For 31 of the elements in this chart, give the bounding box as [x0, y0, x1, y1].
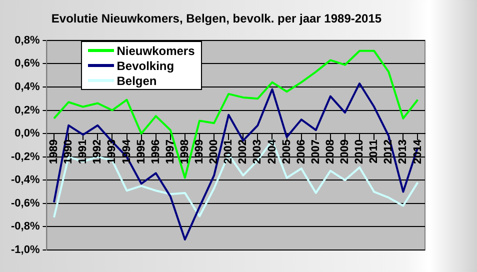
- x-tick-label: 1995: [135, 140, 148, 164]
- x-tick-label: 2008: [324, 140, 336, 164]
- y-tick-label: 0,6%: [14, 58, 40, 70]
- x-tick-label: 2003: [252, 140, 264, 164]
- legend-label: Nieuwkomers: [116, 44, 195, 58]
- y-tick-label: -0,8%: [10, 220, 40, 233]
- x-tick-label: 1994: [120, 138, 133, 164]
- y-tick-label: -1,0%: [10, 244, 40, 256]
- legend-label: Bevolking: [116, 58, 174, 73]
- y-tick-label: 0,2%: [14, 104, 40, 116]
- chart-title: Evolutie Nieuwkomers, Belgen, bevolk. per jaar 1989-2015: [51, 12, 382, 26]
- x-tick-label: 1999: [194, 140, 206, 164]
- x-tick-label: 1992: [92, 140, 104, 164]
- y-tick-label: 0,0%: [14, 128, 40, 140]
- x-tick-label: 1998: [178, 140, 191, 164]
- x-tick-label: 1990: [62, 140, 75, 164]
- y-tick-label: 0,4%: [14, 81, 40, 94]
- x-tick-label: 2011: [368, 140, 380, 164]
- x-tick-label: 1989: [48, 140, 60, 164]
- y-tick-label: -0,6%: [10, 197, 40, 210]
- x-tick-label: 2014: [412, 138, 424, 164]
- y-tick-label: -0,4%: [10, 174, 40, 186]
- y-tick-label: 0,8%: [14, 34, 40, 46]
- x-tick-label: 1993: [106, 140, 118, 164]
- x-tick-label: 1991: [77, 140, 90, 164]
- x-tick-label: 2009: [339, 140, 352, 164]
- x-tick-label: 1997: [164, 140, 176, 164]
- x-tick-label: 2001: [222, 140, 235, 164]
- y-tick-label: -0,2%: [10, 150, 40, 163]
- legend-label: Belgen: [116, 74, 157, 88]
- x-tick-label: 1996: [150, 140, 162, 164]
